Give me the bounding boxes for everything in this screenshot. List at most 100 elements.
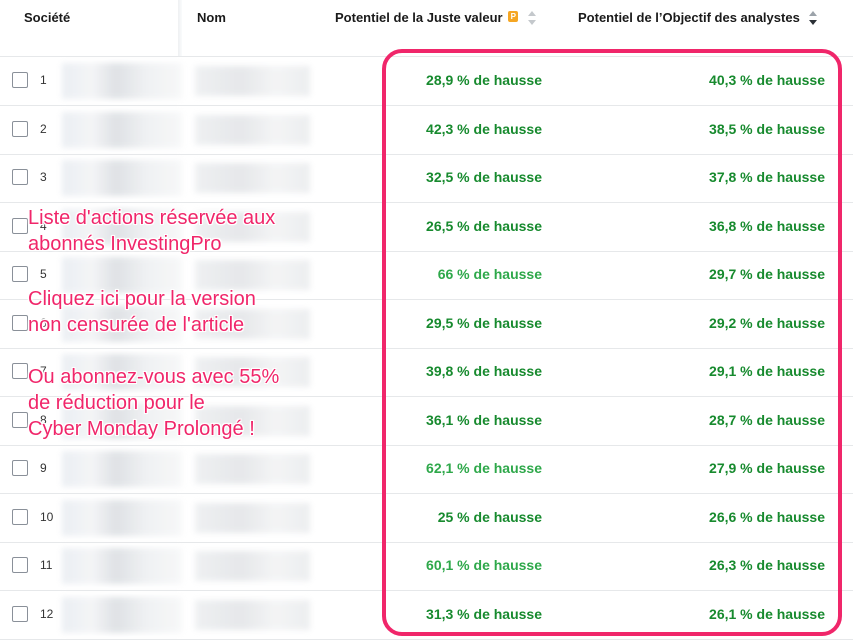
blurred-company-logo <box>62 548 182 584</box>
analyst-target-upside: 37,8 % de hausse <box>709 169 825 185</box>
row-index: 9 <box>40 461 47 475</box>
blurred-company-name <box>195 308 310 339</box>
analyst-target-upside: 38,5 % de hausse <box>709 120 825 137</box>
blurred-company-name <box>195 211 310 242</box>
table-row[interactable]: 1 28,9 % de hausse 40,3 % de hausse <box>0 57 853 106</box>
blurred-company-logo <box>62 451 182 487</box>
table-row[interactable]: 12 31,3 % de hausse 26,1 % de hausse <box>0 591 853 640</box>
fair-value-upside: 66 % de hausse <box>437 266 542 282</box>
blurred-company-logo <box>62 402 182 439</box>
blurred-company-name <box>195 357 310 387</box>
table-header: Société Nom Potentiel de la Juste valeur… <box>0 0 853 57</box>
table-row[interactable]: 8 36,1 % de hausse 28,7 % de hausse <box>0 397 853 446</box>
promo-line: de réduction pour le <box>28 392 205 414</box>
row-checkbox[interactable] <box>12 266 28 282</box>
row-index: 1 <box>40 73 47 87</box>
fair-value-upside: 60,1 % de hausse <box>426 557 542 573</box>
row-checkbox[interactable] <box>12 605 28 622</box>
blurred-company-logo <box>62 160 182 196</box>
promo-link-uncensored[interactable]: Cliquez ici pour la version non censurée… <box>28 286 256 338</box>
analyst-target-upside: 26,6 % de hausse <box>709 508 825 525</box>
table-row[interactable]: 4 26,5 % de hausse 36,8 % de hausse <box>0 203 853 252</box>
promo-line: abonnés InvestingPro <box>28 233 222 255</box>
blurred-company-name <box>195 405 310 436</box>
row-index: 10 <box>40 509 54 524</box>
blurred-company-name <box>195 114 310 145</box>
table-row[interactable]: 9 62,1 % de hausse 27,9 % de hausse <box>0 445 853 494</box>
promo-text-reserved[interactable]: Liste d'actions réservée aux abonnés Inv… <box>28 205 275 257</box>
row-checkbox[interactable] <box>12 557 28 573</box>
blurred-company-logo <box>62 596 182 633</box>
fair-value-upside: 31,3 % de hausse <box>426 605 542 622</box>
row-index: 11 <box>40 558 53 572</box>
table-row[interactable]: 3 32,5 % de hausse 37,8 % de hausse <box>0 154 853 203</box>
fair-value-upside: 26,5 % de hausse <box>426 217 542 234</box>
blurred-company-name <box>195 260 310 290</box>
header-fair-value-label: Potentiel de la Juste valeur <box>335 10 503 25</box>
fair-value-upside: 28,9 % de hausse <box>426 72 542 88</box>
blurred-company-logo <box>62 63 182 99</box>
analyst-target-upside: 29,2 % de hausse <box>709 314 825 331</box>
analyst-target-upside: 26,3 % de hausse <box>709 557 825 573</box>
promo-line: non censurée de l'article <box>28 314 245 336</box>
table-row[interactable]: 6 29,5 % de hausse 29,2 % de hausse <box>0 300 853 349</box>
blurred-company-logo <box>62 354 182 390</box>
blurred-company-name <box>195 163 310 193</box>
header-fair-value[interactable]: Potentiel de la Juste valeur P <box>335 10 536 26</box>
row-checkbox[interactable] <box>12 363 28 379</box>
sort-descending-icon[interactable] <box>809 10 818 25</box>
header-name[interactable]: Nom <box>197 10 226 25</box>
analyst-target-upside: 29,1 % de hausse <box>709 363 825 379</box>
blurred-company-logo <box>62 208 182 245</box>
row-checkbox[interactable] <box>12 72 28 88</box>
row-checkbox[interactable] <box>12 508 28 525</box>
column-divider <box>178 0 182 56</box>
row-index: 8 <box>40 412 47 427</box>
blurred-company-name <box>195 599 310 630</box>
fair-value-upside: 42,3 % de hausse <box>426 120 542 137</box>
table-row[interactable]: 5 66 % de hausse 29,7 % de hausse <box>0 251 853 300</box>
pro-badge-icon: P <box>508 11 519 22</box>
header-company[interactable]: Société <box>24 10 71 25</box>
blurred-company-logo <box>62 257 182 293</box>
promo-line: Liste d'actions réservée aux <box>28 207 276 229</box>
blurred-company-name <box>195 551 310 581</box>
row-index: 2 <box>40 121 47 136</box>
blurred-company-name <box>195 66 310 96</box>
analyst-target-upside: 36,8 % de hausse <box>709 217 825 234</box>
fair-value-upside: 36,1 % de hausse <box>426 411 542 428</box>
analyst-target-upside: 40,3 % de hausse <box>709 72 825 88</box>
blurred-company-logo <box>62 305 182 342</box>
table-row[interactable]: 11 60,1 % de hausse 26,3 % de hausse <box>0 542 853 591</box>
promo-line: Cliquez ici pour la version <box>28 288 256 310</box>
blurred-company-logo <box>62 111 182 148</box>
row-checkbox[interactable] <box>12 314 28 331</box>
fair-value-upside: 62,1 % de hausse <box>426 460 542 476</box>
table-row[interactable]: 10 25 % de hausse 26,6 % de hausse <box>0 494 853 543</box>
row-checkbox[interactable] <box>12 411 28 428</box>
table-row[interactable]: 7 39,8 % de hausse 29,1 % de hausse <box>0 348 853 397</box>
blurred-company-logo <box>62 499 182 536</box>
row-checkbox[interactable] <box>12 217 28 234</box>
header-analyst-target-label: Potentiel de l’Objectif des analystes <box>578 10 800 25</box>
analyst-target-upside: 28,7 % de hausse <box>709 411 825 428</box>
row-index: 12 <box>40 606 54 621</box>
fair-value-upside: 29,5 % de hausse <box>426 314 542 331</box>
table-row[interactable]: 2 42,3 % de hausse 38,5 % de hausse <box>0 106 853 155</box>
row-index: 6 <box>40 315 47 330</box>
fair-value-upside: 25 % de hausse <box>437 508 542 525</box>
analyst-target-upside: 27,9 % de hausse <box>709 460 825 476</box>
analyst-target-upside: 26,1 % de hausse <box>709 605 825 622</box>
row-index: 4 <box>40 218 47 233</box>
promo-link-subscribe[interactable]: Ou abonnez-vous avec 55% de réduction po… <box>28 364 279 442</box>
row-checkbox[interactable] <box>12 169 28 185</box>
row-checkbox[interactable] <box>12 460 28 476</box>
row-checkbox[interactable] <box>12 120 28 137</box>
promo-line: Cyber Monday Prolongé ! <box>28 418 255 440</box>
promo-line: Ou abonnez-vous avec 55% <box>28 366 280 388</box>
header-analyst-target[interactable]: Potentiel de l’Objectif des analystes <box>578 10 818 26</box>
fair-value-upside: 39,8 % de hausse <box>426 363 542 379</box>
analyst-target-upside: 29,7 % de hausse <box>709 266 825 282</box>
blurred-company-name <box>195 454 310 484</box>
sort-icon[interactable] <box>527 10 536 25</box>
